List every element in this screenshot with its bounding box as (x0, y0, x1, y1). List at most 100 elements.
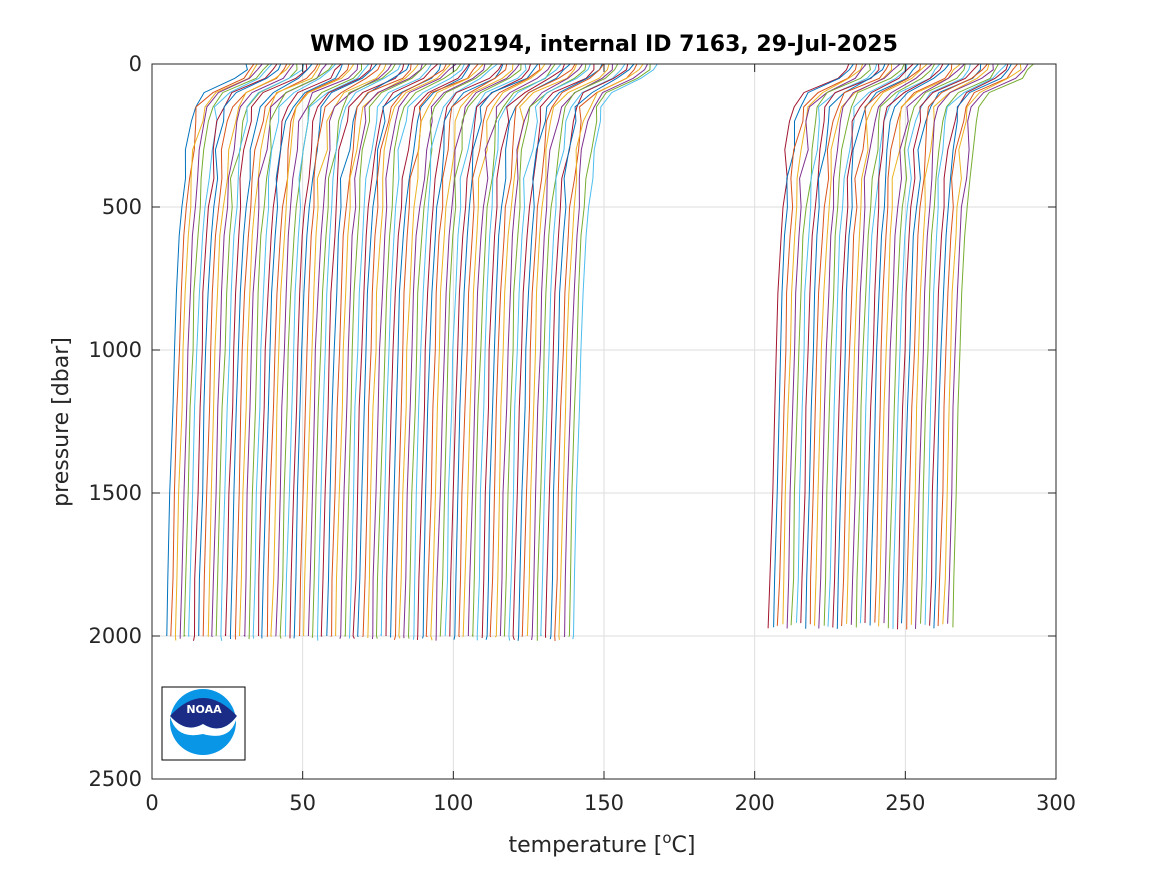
x-tick-label: 200 (735, 791, 775, 815)
y-tick-label: 1000 (89, 338, 142, 362)
profile-line (906, 63, 988, 630)
profile-line (352, 63, 439, 639)
profile-line (316, 63, 402, 641)
profile-line (549, 63, 635, 640)
profile-line (416, 63, 503, 640)
profile-line (279, 64, 362, 639)
profile-line (453, 63, 539, 640)
y-tick-label: 0 (129, 52, 142, 76)
profile-line (476, 63, 562, 641)
profile-line (887, 63, 966, 629)
chart-title: WMO ID 1902194, internal ID 7163, 29-Jul… (310, 32, 898, 57)
profile-line (933, 63, 1012, 629)
profile-line (326, 63, 410, 637)
profile-line (521, 63, 605, 638)
profile-line (915, 63, 994, 629)
profile-line (293, 63, 378, 639)
profile-line (471, 63, 556, 638)
profile-line (563, 63, 649, 638)
profile-line (910, 63, 990, 625)
profile-line (344, 63, 427, 637)
profile-line (947, 63, 1029, 624)
profile-line (827, 63, 908, 627)
profile-line (252, 63, 337, 639)
profile-line (413, 63, 498, 640)
profile-line (371, 63, 457, 640)
profile-line (952, 63, 1034, 628)
profile-line (239, 63, 321, 637)
profile-line (467, 63, 552, 637)
profile-line (536, 63, 619, 641)
profile-line (270, 63, 355, 637)
profile-line (878, 63, 961, 627)
profile-line (462, 63, 546, 638)
profile-line (362, 63, 447, 638)
profile-line (439, 63, 522, 637)
tick-labels: 0 50 100 150 200 250 300 0 500 1000 1500 2000 2500 (89, 52, 1077, 815)
profile-line (229, 63, 313, 640)
profile-line (248, 63, 334, 640)
profile-line (298, 63, 381, 637)
y-tick-label: 2500 (89, 767, 142, 791)
profile-line (841, 63, 921, 627)
profile-line (166, 63, 248, 637)
profile-line (348, 63, 432, 639)
profile-line (846, 63, 928, 624)
x-axis-label-suffix: C] (672, 833, 696, 858)
profile-line (892, 63, 971, 629)
profile-line (494, 63, 578, 638)
profile-line (407, 63, 493, 639)
x-tick-label: 150 (584, 791, 624, 815)
profile-line (393, 63, 479, 640)
x-tick-label: 50 (289, 791, 316, 815)
profile-line (430, 63, 514, 641)
profile-line (398, 63, 484, 639)
profile-line (942, 63, 1022, 625)
profile-line (367, 63, 451, 639)
profile-line (869, 63, 950, 626)
profile-line (499, 63, 583, 637)
profile-line (257, 63, 342, 637)
x-axis-label-sup: o (662, 829, 671, 847)
profile-line (800, 63, 880, 624)
profile-line (188, 63, 273, 637)
profile-line (558, 63, 644, 640)
x-axis-label: temperature [oC] (508, 829, 695, 858)
profile-line (403, 63, 486, 639)
noaa-logo: NOAA (161, 686, 246, 761)
profile-line (568, 63, 651, 637)
profile-line (855, 63, 936, 628)
profile-line (330, 63, 412, 637)
noaa-logo-text: NOAA (186, 703, 222, 716)
profile-line (224, 63, 308, 637)
profile-line (303, 63, 387, 637)
profile-line (481, 63, 565, 639)
profile-line (790, 63, 871, 626)
profiles (166, 63, 1034, 641)
y-tick-label: 1500 (89, 481, 142, 505)
profile-line (198, 63, 282, 637)
profile-line (859, 63, 941, 624)
profile-line (458, 63, 541, 638)
profile-line (284, 63, 370, 637)
profile-line (773, 63, 854, 628)
profile-line (897, 63, 980, 630)
profile-line (767, 63, 850, 629)
profile-line (517, 63, 603, 641)
profile-line (924, 63, 1007, 625)
profile-line (920, 63, 999, 624)
profile-line (183, 63, 270, 637)
profile-line (508, 63, 591, 641)
profile-line (818, 63, 901, 629)
profile-line (836, 63, 919, 629)
profile-line (544, 63, 629, 638)
profile-line (375, 63, 462, 639)
y-tick-label: 500 (102, 195, 142, 219)
profile-line (823, 63, 905, 626)
y-tick-label: 2000 (89, 624, 142, 648)
x-tick-label: 100 (433, 791, 473, 815)
profile-line (805, 63, 886, 629)
profile-line (193, 63, 278, 641)
ticks (151, 63, 1057, 780)
